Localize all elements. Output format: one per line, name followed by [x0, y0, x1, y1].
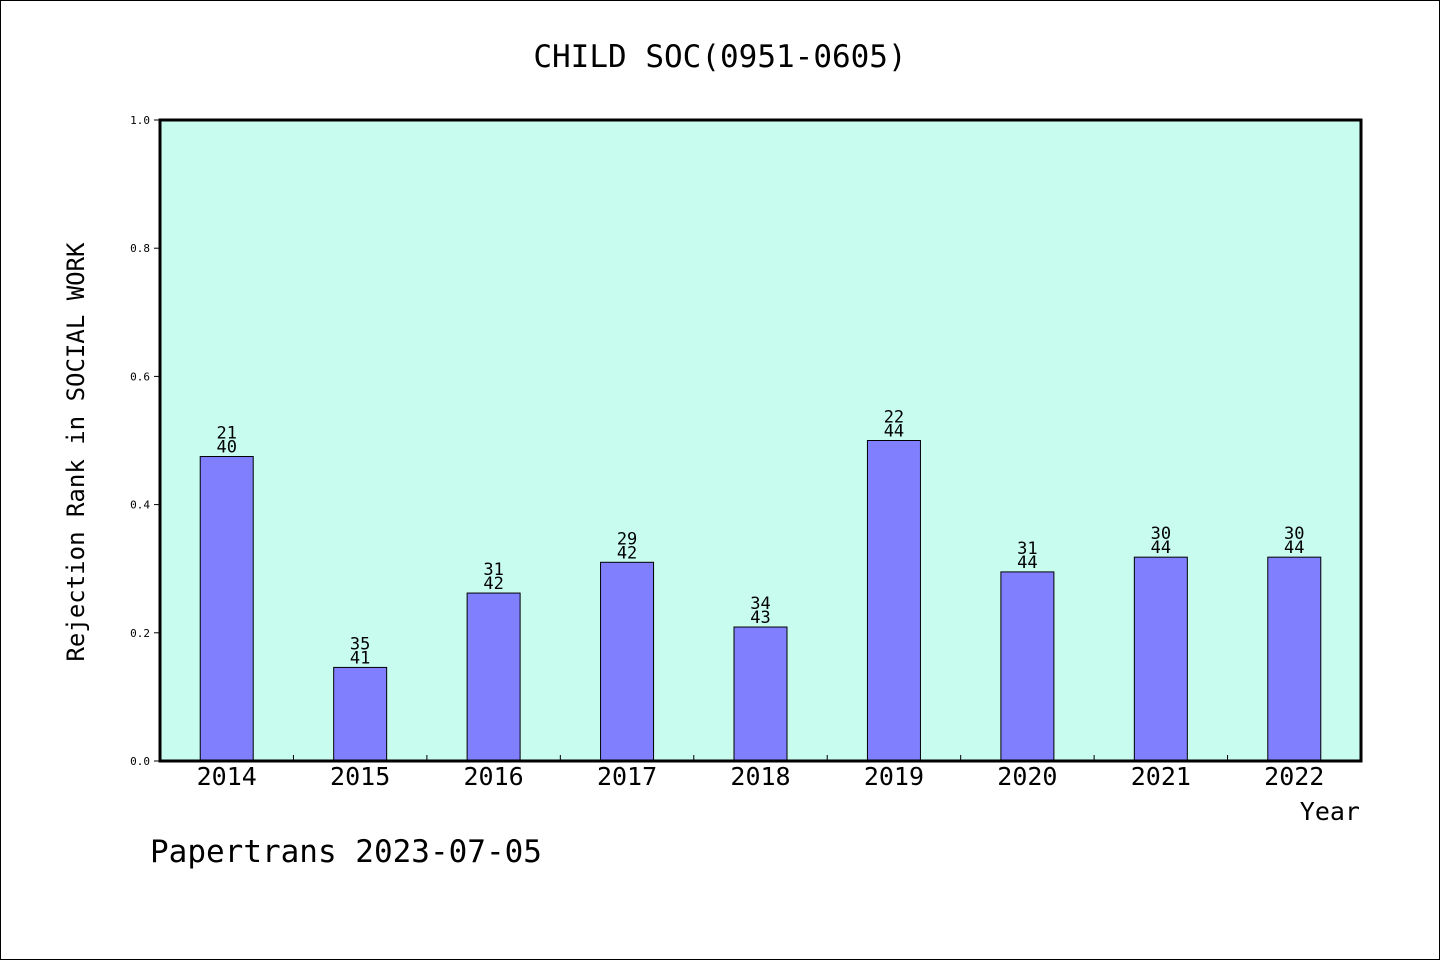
bar-label-top-2020: 31 [1017, 539, 1037, 559]
bar-label-bottom-2019: 44 [884, 422, 904, 442]
bar-label-bottom-2014: 40 [216, 438, 236, 458]
bar-label-top-2018: 34 [750, 594, 770, 614]
y-axis-label: Rejection Rank in SOCIAL WORK [62, 242, 90, 662]
bar-label-top-2014: 21 [216, 424, 236, 444]
bar-label-bottom-2021: 44 [1151, 538, 1171, 558]
bar-2018 [733, 626, 788, 762]
bar-label-top-2022: 30 [1284, 524, 1304, 544]
bar-2017 [600, 561, 655, 762]
x-tick-label-2019: 2019 [864, 762, 924, 791]
bar-label-top-2016: 31 [483, 560, 503, 580]
y-tick-label: 0.6 [130, 370, 150, 383]
bar-label-bottom-2016: 42 [483, 574, 503, 594]
bar-2016 [466, 592, 521, 762]
bar-label-top-2015: 35 [350, 634, 370, 654]
y-tick-label: 1.0 [130, 114, 150, 127]
bar-label-bottom-2020: 44 [1017, 553, 1037, 573]
bar-2020 [1000, 571, 1055, 762]
x-tick-label-2022: 2022 [1264, 762, 1324, 791]
bar-label-bottom-2017: 42 [617, 543, 637, 563]
bar-label-top-2021: 30 [1151, 524, 1171, 544]
x-tick-label-2021: 2021 [1131, 762, 1191, 791]
y-axis: 0.0 0.2 0.4 0.6 0.8 1.0 [130, 114, 160, 768]
x-tick-label-2017: 2017 [597, 762, 657, 791]
bar-label-top-2019: 22 [884, 408, 904, 428]
chart-title: CHILD SOC(0951-0605) [533, 39, 906, 75]
bar-2014 [199, 456, 254, 762]
bar-label-top-2017: 29 [617, 529, 637, 549]
bars-group [199, 440, 1322, 762]
bar-label-bottom-2022: 44 [1284, 538, 1304, 558]
x-axis: 2014 2015 2016 2017 2018 2019 2020 2021 2022 [197, 755, 1324, 791]
x-axis-label: Year [1300, 797, 1360, 826]
bar-2019 [866, 440, 921, 762]
bar-label-bottom-2015: 41 [350, 648, 370, 668]
bar-2015 [333, 666, 388, 762]
x-tick-label-2018: 2018 [730, 762, 790, 791]
x-tick-label-2014: 2014 [197, 762, 257, 791]
y-tick-label: 0.0 [130, 755, 150, 768]
x-tick-label-2016: 2016 [464, 762, 524, 791]
bar-label-bottom-2018: 43 [750, 608, 770, 628]
y-tick-label: 0.2 [130, 627, 150, 640]
footer-credit: Papertrans 2023-07-05 [150, 834, 542, 870]
x-tick-label-2020: 2020 [997, 762, 1057, 791]
bar-2021 [1133, 556, 1188, 762]
bar-2022 [1267, 556, 1322, 762]
plot-border [158, 118, 1363, 763]
y-tick-label: 0.8 [130, 242, 150, 255]
x-tick-label-2015: 2015 [330, 762, 390, 791]
y-tick-label: 0.4 [130, 499, 150, 512]
